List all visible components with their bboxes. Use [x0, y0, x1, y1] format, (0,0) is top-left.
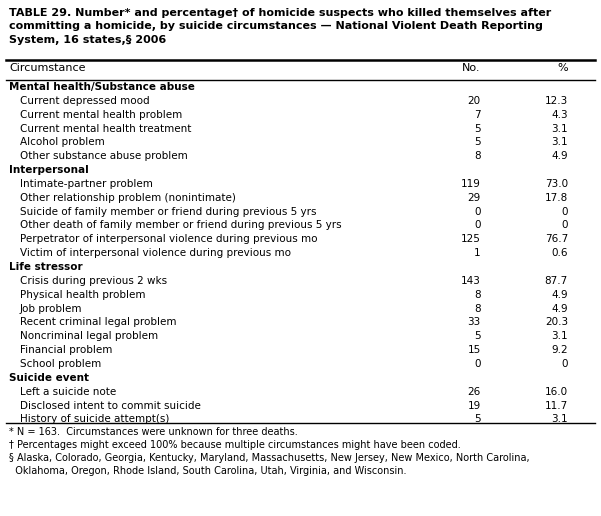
Text: 12.3: 12.3 — [545, 96, 568, 106]
Text: Alcohol problem: Alcohol problem — [20, 137, 105, 148]
Text: 17.8: 17.8 — [545, 193, 568, 203]
Text: 0: 0 — [474, 206, 481, 217]
Text: 1: 1 — [474, 248, 481, 258]
Text: 20: 20 — [468, 96, 481, 106]
Text: 5: 5 — [474, 414, 481, 425]
Text: 0: 0 — [561, 359, 568, 369]
Text: Other substance abuse problem: Other substance abuse problem — [20, 151, 188, 161]
Text: 0: 0 — [561, 206, 568, 217]
Text: TABLE 29. Number* and percentage† of homicide suspects who killed themselves aft: TABLE 29. Number* and percentage† of hom… — [9, 8, 551, 45]
Text: Financial problem: Financial problem — [20, 345, 112, 355]
Text: Suicide event: Suicide event — [9, 373, 89, 383]
Text: History of suicide attempt(s): History of suicide attempt(s) — [20, 414, 169, 425]
Text: Oklahoma, Oregon, Rhode Island, South Carolina, Utah, Virginia, and Wisconsin.: Oklahoma, Oregon, Rhode Island, South Ca… — [9, 466, 406, 476]
Text: 11.7: 11.7 — [545, 400, 568, 411]
Text: 8: 8 — [474, 303, 481, 314]
Text: Left a suicide note: Left a suicide note — [20, 386, 116, 397]
Text: 3.1: 3.1 — [551, 331, 568, 341]
Text: No.: No. — [462, 63, 481, 73]
Text: 20.3: 20.3 — [545, 317, 568, 328]
Text: 26: 26 — [468, 386, 481, 397]
Text: Noncriminal legal problem: Noncriminal legal problem — [20, 331, 158, 341]
Text: 4.9: 4.9 — [551, 303, 568, 314]
Text: Other death of family member or friend during previous 5 yrs: Other death of family member or friend d… — [20, 220, 341, 231]
Text: 7: 7 — [474, 110, 481, 120]
Text: 4.9: 4.9 — [551, 151, 568, 161]
Text: 5: 5 — [474, 137, 481, 148]
Text: Current depressed mood: Current depressed mood — [20, 96, 150, 106]
Text: Perpetrator of interpersonal violence during previous mo: Perpetrator of interpersonal violence du… — [20, 234, 317, 245]
Text: 29: 29 — [468, 193, 481, 203]
Text: Life stressor: Life stressor — [9, 262, 83, 272]
Text: Job problem: Job problem — [20, 303, 82, 314]
Text: 0: 0 — [474, 220, 481, 231]
Text: Current mental health treatment: Current mental health treatment — [20, 123, 191, 134]
Text: 9.2: 9.2 — [551, 345, 568, 355]
Text: 33: 33 — [468, 317, 481, 328]
Text: Victim of interpersonal violence during previous mo: Victim of interpersonal violence during … — [20, 248, 291, 258]
Text: 125: 125 — [461, 234, 481, 245]
Text: Current mental health problem: Current mental health problem — [20, 110, 182, 120]
Text: Suicide of family member or friend during previous 5 yrs: Suicide of family member or friend durin… — [20, 206, 316, 217]
Text: School problem: School problem — [20, 359, 101, 369]
Text: 16.0: 16.0 — [545, 386, 568, 397]
Text: Mental health/Substance abuse: Mental health/Substance abuse — [9, 82, 195, 92]
Text: 8: 8 — [474, 151, 481, 161]
Text: 76.7: 76.7 — [545, 234, 568, 245]
Text: 19: 19 — [468, 400, 481, 411]
Text: 3.1: 3.1 — [551, 123, 568, 134]
Text: 5: 5 — [474, 123, 481, 134]
Text: 119: 119 — [461, 179, 481, 189]
Text: 4.3: 4.3 — [551, 110, 568, 120]
Text: %: % — [557, 63, 568, 73]
Text: § Alaska, Colorado, Georgia, Kentucky, Maryland, Massachusetts, New Jersey, New : § Alaska, Colorado, Georgia, Kentucky, M… — [9, 453, 529, 463]
Text: † Percentages might exceed 100% because multiple circumstances might have been c: † Percentages might exceed 100% because … — [9, 440, 461, 449]
Text: 3.1: 3.1 — [551, 414, 568, 425]
Text: Circumstance: Circumstance — [9, 63, 85, 73]
Text: 5: 5 — [474, 331, 481, 341]
Text: 0: 0 — [561, 220, 568, 231]
Text: 3.1: 3.1 — [551, 137, 568, 148]
Text: Crisis during previous 2 wks: Crisis during previous 2 wks — [20, 276, 167, 286]
Text: Recent criminal legal problem: Recent criminal legal problem — [20, 317, 176, 328]
Text: Interpersonal: Interpersonal — [9, 165, 89, 175]
Text: * N = 163.  Circumstances were unknown for three deaths.: * N = 163. Circumstances were unknown fo… — [9, 427, 297, 437]
Text: 0: 0 — [474, 359, 481, 369]
Text: Disclosed intent to commit suicide: Disclosed intent to commit suicide — [20, 400, 201, 411]
Text: 8: 8 — [474, 290, 481, 300]
Text: 143: 143 — [461, 276, 481, 286]
Text: 73.0: 73.0 — [545, 179, 568, 189]
Text: Physical health problem: Physical health problem — [20, 290, 145, 300]
Text: Other relationship problem (nonintimate): Other relationship problem (nonintimate) — [20, 193, 236, 203]
Text: 0.6: 0.6 — [552, 248, 568, 258]
Text: 15: 15 — [468, 345, 481, 355]
Text: 4.9: 4.9 — [551, 290, 568, 300]
Text: 87.7: 87.7 — [545, 276, 568, 286]
Text: Intimate-partner problem: Intimate-partner problem — [20, 179, 153, 189]
